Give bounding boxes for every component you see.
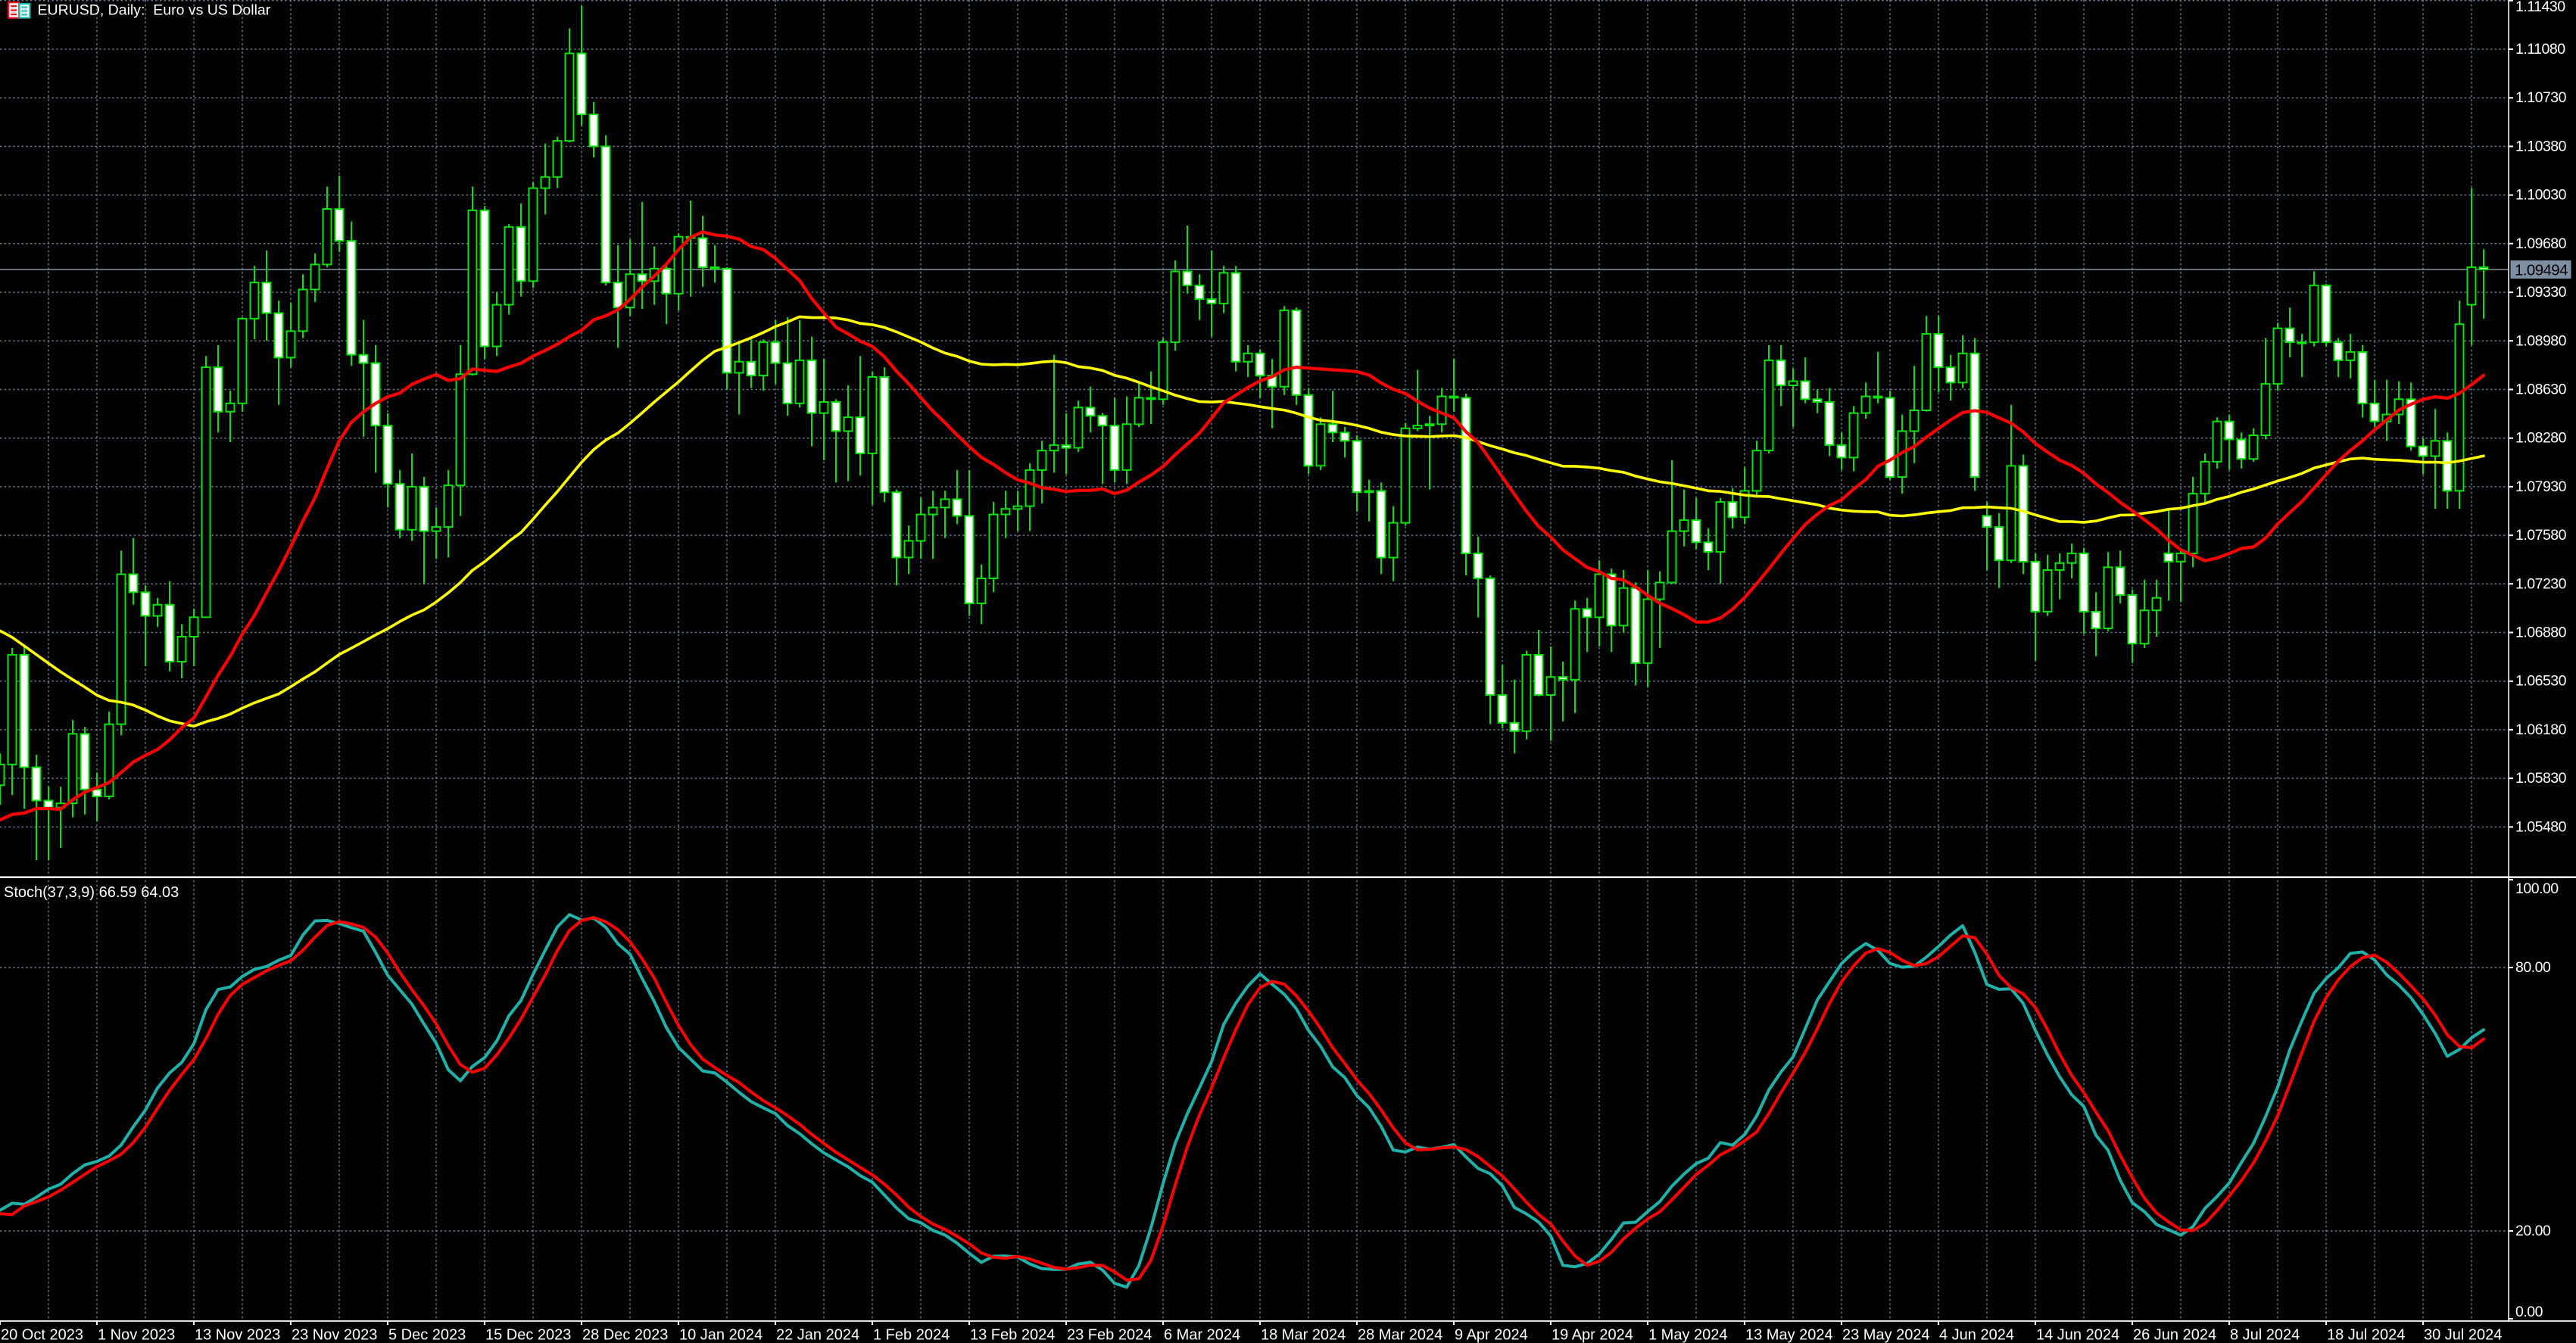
svg-text:18 Jul 2024: 18 Jul 2024 bbox=[2327, 1327, 2405, 1343]
svg-text:1.07580: 1.07580 bbox=[2515, 527, 2567, 544]
svg-text:1.05480: 1.05480 bbox=[2515, 818, 2567, 835]
svg-text:1.06880: 1.06880 bbox=[2515, 625, 2567, 641]
svg-text:1.09680: 1.09680 bbox=[2515, 235, 2567, 252]
svg-text:80.00: 80.00 bbox=[2515, 959, 2551, 976]
svg-text:Stoch(37,3,9) 66.59 64.03: Stoch(37,3,9) 66.59 64.03 bbox=[4, 884, 179, 901]
svg-text:100.00: 100.00 bbox=[2515, 880, 2559, 897]
svg-text:19 Apr 2024: 19 Apr 2024 bbox=[1552, 1327, 1633, 1343]
svg-text:4 Jun 2024: 4 Jun 2024 bbox=[1939, 1327, 2014, 1343]
svg-text:EURUSD, Daily: Euro vs US Dol: EURUSD, Daily: Euro vs US Dollar bbox=[38, 2, 271, 19]
svg-text:22 Jan 2024: 22 Jan 2024 bbox=[776, 1327, 859, 1343]
svg-text:20.00: 20.00 bbox=[2515, 1223, 2551, 1239]
svg-text:23 May 2024: 23 May 2024 bbox=[1842, 1327, 1930, 1343]
svg-text:9 Apr 2024: 9 Apr 2024 bbox=[1455, 1327, 1528, 1343]
svg-text:0.00: 0.00 bbox=[2515, 1304, 2543, 1320]
svg-text:1.09330: 1.09330 bbox=[2515, 284, 2567, 301]
svg-text:6 Mar 2024: 6 Mar 2024 bbox=[1164, 1327, 1240, 1343]
svg-text:28 Mar 2024: 28 Mar 2024 bbox=[1358, 1327, 1442, 1343]
svg-text:26 Jun 2024: 26 Jun 2024 bbox=[2133, 1327, 2216, 1343]
svg-text:1.06530: 1.06530 bbox=[2515, 673, 2567, 690]
svg-text:1.08280: 1.08280 bbox=[2515, 430, 2567, 447]
svg-text:30 Jul 2024: 30 Jul 2024 bbox=[2424, 1327, 2502, 1343]
svg-text:1.07930: 1.07930 bbox=[2515, 478, 2567, 495]
svg-text:1.08980: 1.08980 bbox=[2515, 332, 2567, 349]
svg-text:1.10030: 1.10030 bbox=[2515, 187, 2567, 204]
svg-text:1.07230: 1.07230 bbox=[2515, 575, 2567, 592]
svg-text:8 Jul 2024: 8 Jul 2024 bbox=[2230, 1327, 2300, 1343]
svg-text:1 Feb 2024: 1 Feb 2024 bbox=[873, 1327, 950, 1343]
svg-text:1 Nov 2023: 1 Nov 2023 bbox=[98, 1327, 175, 1343]
svg-text:14 Jun 2024: 14 Jun 2024 bbox=[2036, 1327, 2119, 1343]
svg-text:1.08630: 1.08630 bbox=[2515, 382, 2567, 398]
svg-text:28 Dec 2023: 28 Dec 2023 bbox=[582, 1327, 668, 1343]
svg-text:23 Feb 2024: 23 Feb 2024 bbox=[1067, 1327, 1152, 1343]
svg-text:20 Oct 2023: 20 Oct 2023 bbox=[1, 1327, 83, 1343]
svg-text:13 Nov 2023: 13 Nov 2023 bbox=[195, 1327, 280, 1343]
svg-text:5 Dec 2023: 5 Dec 2023 bbox=[388, 1327, 466, 1343]
svg-text:1.05830: 1.05830 bbox=[2515, 770, 2567, 787]
svg-text:15 Dec 2023: 15 Dec 2023 bbox=[485, 1327, 571, 1343]
svg-text:18 Mar 2024: 18 Mar 2024 bbox=[1261, 1327, 1346, 1343]
svg-text:1.11080: 1.11080 bbox=[2515, 41, 2565, 58]
svg-text:1 May 2024: 1 May 2024 bbox=[1648, 1327, 1728, 1343]
svg-text:1.10730: 1.10730 bbox=[2515, 89, 2567, 106]
svg-text:10 Jan 2024: 10 Jan 2024 bbox=[679, 1327, 763, 1343]
svg-text:1.09494: 1.09494 bbox=[2515, 262, 2568, 279]
svg-text:13 May 2024: 13 May 2024 bbox=[1745, 1327, 1833, 1343]
svg-text:1.06180: 1.06180 bbox=[2515, 721, 2567, 738]
svg-text:1.11430: 1.11430 bbox=[2515, 0, 2565, 15]
svg-text:1.10380: 1.10380 bbox=[2515, 138, 2567, 154]
svg-text:23 Nov 2023: 23 Nov 2023 bbox=[292, 1327, 377, 1343]
svg-text:13 Feb 2024: 13 Feb 2024 bbox=[970, 1327, 1055, 1343]
